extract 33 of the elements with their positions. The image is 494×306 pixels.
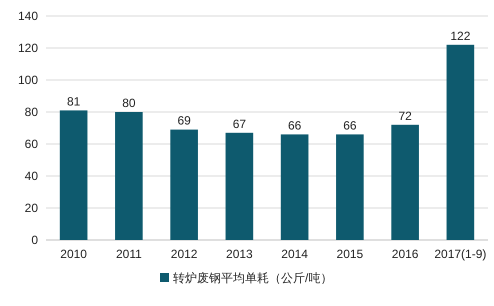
x-tick-label: 2016 <box>392 247 419 261</box>
y-tick-label: 40 <box>24 169 38 183</box>
y-tick-label: 80 <box>24 105 38 119</box>
bar <box>226 132 254 240</box>
data-label: 69 <box>177 114 192 128</box>
bar <box>60 110 88 240</box>
bar <box>170 130 198 240</box>
y-tick-label: 60 <box>24 137 38 151</box>
bar <box>336 134 364 240</box>
data-label: 122 <box>450 28 471 43</box>
data-label: 67 <box>232 116 246 131</box>
legend-label: 转炉废钢平均单耗（公斤/吨） <box>173 271 332 285</box>
y-tick-label: 140 <box>18 9 38 23</box>
bar <box>115 112 143 240</box>
x-tick-label: 2012 <box>170 247 198 261</box>
bar <box>280 134 308 240</box>
data-label: 80 <box>122 96 136 110</box>
data-label: 66 <box>343 118 357 132</box>
y-tick-label: 0 <box>31 233 38 247</box>
x-tick-label: 2011 <box>116 247 142 261</box>
data-label: 72 <box>398 108 412 123</box>
x-tick-label: 2010 <box>60 247 88 261</box>
bar <box>391 124 419 240</box>
y-tick-label: 100 <box>18 73 38 87</box>
x-tick-label: 2013 <box>226 247 254 261</box>
data-label: 66 <box>288 118 302 132</box>
bar <box>446 44 474 240</box>
x-tick-label: 2014 <box>281 247 308 261</box>
x-tick-label: 2015 <box>336 247 364 261</box>
x-tick-label: 2017(1-9) <box>434 247 486 261</box>
y-tick-label: 120 <box>18 41 38 55</box>
data-label: 81 <box>66 94 81 108</box>
y-tick-label: 20 <box>24 201 38 215</box>
